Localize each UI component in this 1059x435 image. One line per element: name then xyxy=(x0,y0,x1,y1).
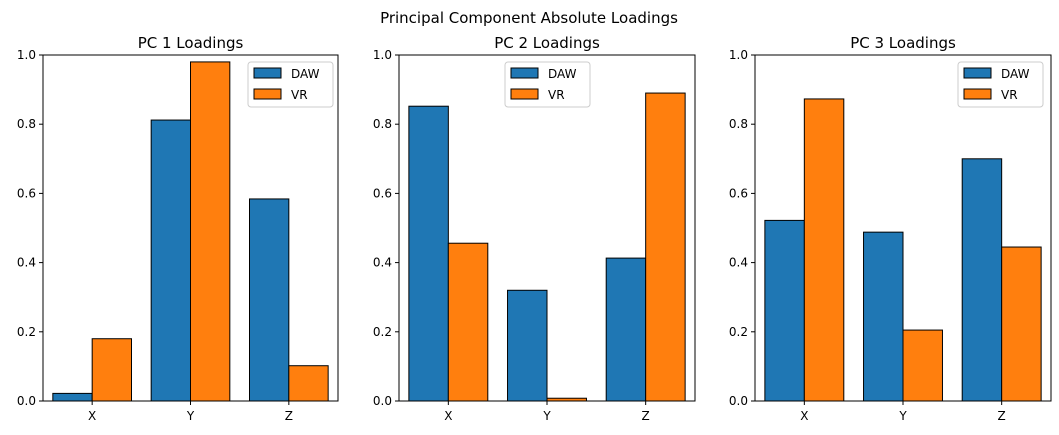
y-tick-label: 0.0 xyxy=(17,394,36,408)
x-tick-label: Y xyxy=(542,409,551,423)
x-tick-label: Z xyxy=(642,409,650,423)
bar-vr-z xyxy=(1001,246,1042,402)
y-tick-label: 0.6 xyxy=(17,186,36,200)
bar-daw-x xyxy=(408,105,449,402)
legend-swatch-vr xyxy=(510,88,539,100)
legend: DAW VR xyxy=(504,61,591,108)
legend-label-daw: DAW xyxy=(1001,67,1030,81)
panel-3: PC 3 Loadings 0.0 0.2 0.4 0.6 0.8 1.0 X Y Z DAW VR xyxy=(729,34,1052,423)
legend-label-daw: DAW xyxy=(548,67,577,81)
legend: DAW VR xyxy=(247,61,334,108)
y-tick-label: 0.0 xyxy=(729,394,748,408)
bar-vr-x xyxy=(803,98,845,402)
y-tick-label: 0.4 xyxy=(729,256,748,270)
y-tick-label: 0.4 xyxy=(373,256,392,270)
y-tick-label: 0.8 xyxy=(17,117,36,131)
y-tick-label: 0.0 xyxy=(373,394,392,408)
y-tick-label: 0.4 xyxy=(17,256,36,270)
panel-title: PC 3 Loadings xyxy=(850,34,956,52)
bar-daw-x xyxy=(764,219,805,402)
x-tick-label: Y xyxy=(898,409,907,423)
bar-daw-y xyxy=(863,231,904,402)
bar-vr-x xyxy=(91,338,132,402)
y-tick-label: 0.6 xyxy=(729,186,748,200)
bar-daw-z xyxy=(249,198,290,402)
panel-2: PC 2 Loadings 0.0 0.2 0.4 0.6 0.8 1.0 X Y Z DAW VR xyxy=(373,34,696,423)
panel-title: PC 1 Loadings xyxy=(138,34,244,52)
legend-label-daw: DAW xyxy=(291,67,320,81)
legend-swatch-daw xyxy=(253,67,282,79)
bar-daw-y xyxy=(150,119,191,402)
bar-vr-y xyxy=(190,61,231,402)
y-tick-label: 0.2 xyxy=(729,325,748,339)
bar-daw-x xyxy=(52,392,93,402)
y-tick-label: 0.8 xyxy=(729,117,748,131)
y-tick-label: 0.2 xyxy=(17,325,36,339)
y-tick-label: 0.6 xyxy=(373,186,392,200)
panel-title: PC 2 Loadings xyxy=(494,34,600,52)
x-tick-label: Y xyxy=(186,409,195,423)
bar-vr-z xyxy=(645,92,686,402)
legend-swatch-vr xyxy=(253,88,282,100)
bar-vr-y xyxy=(902,329,943,402)
bar-daw-z xyxy=(605,257,647,402)
y-tick-label: 0.2 xyxy=(373,325,392,339)
bar-vr-x xyxy=(447,242,489,402)
figure-title: Principal Component Absolute Loadings xyxy=(380,9,678,27)
bar-daw-y xyxy=(507,289,548,402)
x-tick-label: X xyxy=(444,409,452,423)
bar-daw-z xyxy=(961,158,1003,402)
y-tick-label: 1.0 xyxy=(17,48,36,62)
bar-vr-z xyxy=(288,365,329,402)
legend-label-vr: VR xyxy=(1001,88,1018,102)
legend: DAW VR xyxy=(957,61,1044,108)
legend-swatch-daw xyxy=(510,67,539,79)
x-tick-label: Z xyxy=(998,409,1006,423)
x-tick-label: Z xyxy=(285,409,293,423)
x-tick-label: X xyxy=(800,409,808,423)
legend-swatch-vr xyxy=(963,88,992,100)
y-tick-label: 1.0 xyxy=(373,48,392,62)
y-tick-label: 0.8 xyxy=(373,117,392,131)
legend-label-vr: VR xyxy=(548,88,565,102)
panel-1: PC 1 Loadings 0.0 0.2 0.4 0.6 0.8 1.0 X Y Z DAW VR xyxy=(17,34,339,423)
x-tick-label: X xyxy=(88,409,96,423)
legend-label-vr: VR xyxy=(291,88,308,102)
y-tick-label: 1.0 xyxy=(729,48,748,62)
legend-swatch-daw xyxy=(963,67,992,79)
